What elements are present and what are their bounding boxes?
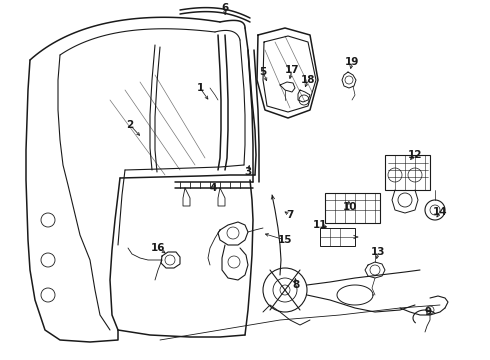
Text: 7: 7	[286, 210, 294, 220]
Text: 15: 15	[278, 235, 292, 245]
Text: 6: 6	[221, 3, 229, 13]
Text: 5: 5	[259, 67, 267, 77]
Text: 10: 10	[343, 202, 357, 212]
Text: 11: 11	[313, 220, 327, 230]
Text: 2: 2	[126, 120, 134, 130]
FancyBboxPatch shape	[325, 193, 380, 223]
Text: 4: 4	[209, 183, 217, 193]
Text: 8: 8	[293, 280, 299, 290]
Text: 16: 16	[151, 243, 165, 253]
Text: 13: 13	[371, 247, 385, 257]
Text: 1: 1	[196, 83, 204, 93]
Text: 19: 19	[345, 57, 359, 67]
Text: 3: 3	[245, 167, 252, 177]
FancyBboxPatch shape	[385, 155, 430, 190]
FancyBboxPatch shape	[320, 228, 355, 246]
Text: 9: 9	[424, 307, 432, 317]
Text: 17: 17	[285, 65, 299, 75]
Text: 18: 18	[301, 75, 315, 85]
Text: 12: 12	[408, 150, 422, 160]
Text: 14: 14	[433, 207, 447, 217]
